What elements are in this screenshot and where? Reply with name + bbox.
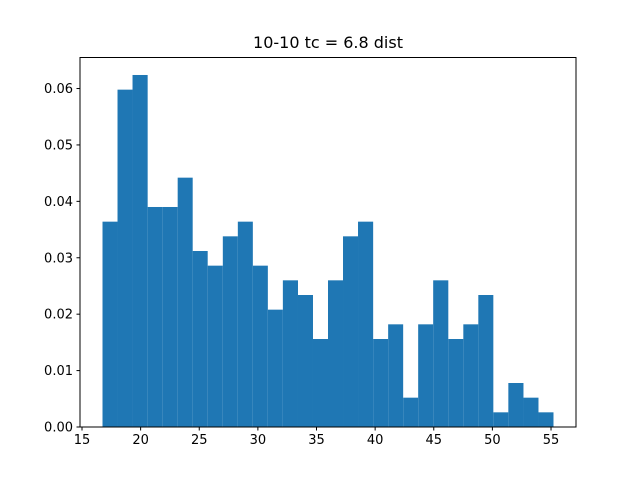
histogram-bar bbox=[358, 221, 374, 427]
chart-title: 10-10 tc = 6.8 dist bbox=[253, 33, 403, 52]
histogram-bar bbox=[252, 265, 268, 427]
histogram-bar bbox=[523, 397, 539, 427]
histogram-bar bbox=[463, 324, 479, 427]
x-tick-label: 35 bbox=[308, 433, 325, 448]
histogram-bar bbox=[538, 412, 554, 427]
histogram-bar bbox=[192, 250, 208, 427]
y-tick-label: 0.06 bbox=[44, 82, 73, 97]
x-tick-label: 50 bbox=[484, 433, 501, 448]
histogram-bar bbox=[147, 206, 163, 427]
histogram-bar bbox=[222, 236, 238, 427]
histogram-bar bbox=[117, 89, 133, 428]
histogram-bar bbox=[328, 280, 344, 427]
histogram-bar bbox=[177, 177, 193, 427]
histogram-bar bbox=[403, 397, 419, 427]
histogram-bar bbox=[267, 309, 283, 427]
y-tick-label: 0.02 bbox=[44, 308, 73, 323]
y-tick-label: 0.00 bbox=[44, 421, 73, 436]
histogram-bar bbox=[493, 412, 509, 427]
histogram-bar bbox=[448, 339, 464, 427]
histogram-bar bbox=[373, 339, 389, 427]
histogram-bar bbox=[312, 339, 328, 427]
y-tick-label: 0.05 bbox=[44, 138, 73, 153]
histogram-bar bbox=[207, 265, 223, 427]
histogram-bar bbox=[132, 74, 148, 428]
x-tick-label: 25 bbox=[191, 433, 208, 448]
histogram-bar bbox=[162, 206, 178, 427]
histogram-bar bbox=[343, 236, 359, 427]
y-tick-label: 0.04 bbox=[44, 195, 73, 210]
y-tick-label: 0.01 bbox=[44, 364, 73, 379]
histogram-bar bbox=[478, 295, 494, 427]
histogram-bar bbox=[297, 295, 313, 427]
histogram-bar bbox=[433, 280, 449, 427]
histogram-bar bbox=[102, 221, 118, 427]
histogram-bar bbox=[508, 383, 524, 427]
histogram-bar bbox=[282, 280, 298, 427]
plot-frame bbox=[79, 57, 577, 428]
x-tick-label: 20 bbox=[132, 433, 149, 448]
y-tick-label: 0.03 bbox=[44, 251, 73, 266]
x-tick-label: 30 bbox=[250, 433, 267, 448]
histogram-bar bbox=[388, 324, 404, 427]
x-tick-label: 40 bbox=[367, 433, 384, 448]
x-tick-label: 15 bbox=[74, 433, 91, 448]
histogram-bar bbox=[418, 324, 434, 427]
histogram-bar bbox=[237, 221, 253, 427]
x-tick-label: 55 bbox=[543, 433, 560, 448]
x-tick-label: 45 bbox=[425, 433, 442, 448]
